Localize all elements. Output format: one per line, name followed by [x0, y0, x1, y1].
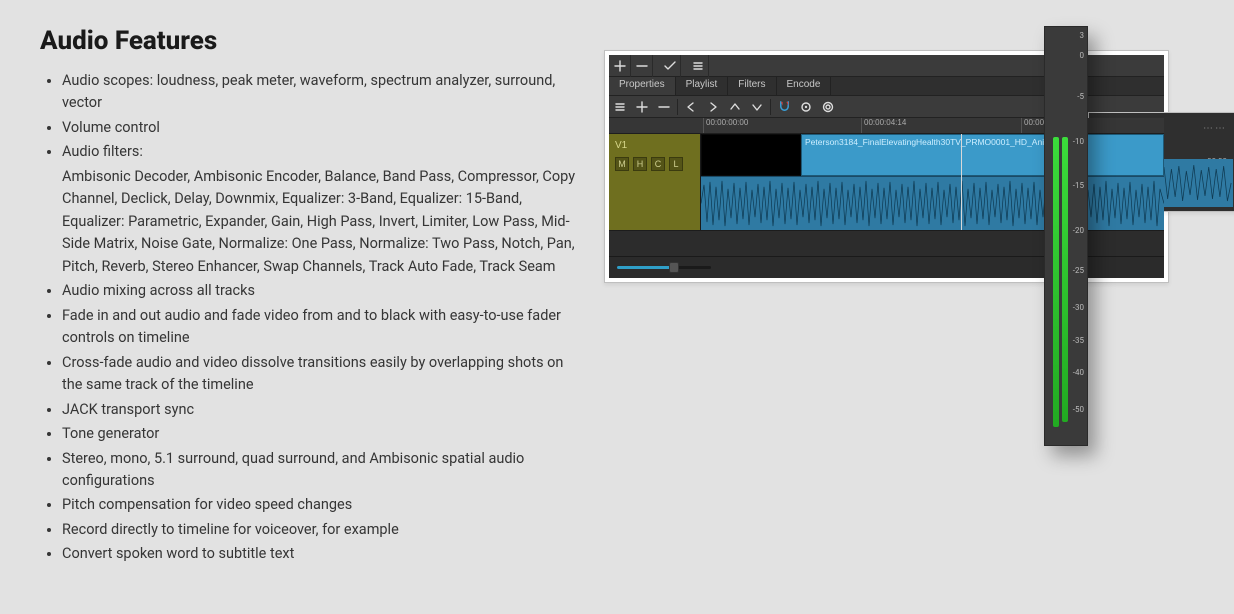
tab-filters[interactable]: Filters [728, 77, 776, 95]
clip-video-segment[interactable]: Peterson3184_FinalElevatingHealth30TV_PR… [801, 134, 1164, 176]
meter-scale-label: -40 [1073, 368, 1084, 377]
track-name: V1 [615, 140, 694, 151]
meter-scale-label: -5 [1077, 92, 1084, 101]
list-item: Pitch compensation for video speed chang… [62, 494, 580, 516]
menu-button[interactable] [687, 55, 709, 77]
timeline-clip[interactable]: Peterson3184_FinalElevatingHealth30TV_PR… [701, 134, 1164, 230]
list-item: Volume control [62, 117, 580, 139]
audio-level-meter: 3 0 -5 -10 -15 -20 -25 -30 -35 -40 -50 [1044, 26, 1088, 446]
track-lock-button[interactable]: L [669, 157, 683, 171]
tab-playlist[interactable]: Playlist [676, 77, 729, 95]
list-item: Fade in and out audio and fade video fro… [62, 305, 580, 350]
list-item: JACK transport sync [62, 399, 580, 421]
list-item: Audio scopes: loudness, peak meter, wave… [62, 70, 580, 115]
meter-bars [1053, 137, 1068, 437]
clip-audio-waveform[interactable] [701, 176, 1164, 230]
meter-scale-label: -10 [1073, 137, 1084, 146]
track-header[interactable]: V1 M H C L [609, 134, 701, 230]
meter-scale: 3 0 -5 -10 -15 -20 -25 -30 -35 -40 -50 [1070, 31, 1084, 437]
list-item-body: Ambisonic Decoder, Ambisonic Encoder, Ba… [62, 166, 580, 278]
ripple-button[interactable] [817, 96, 839, 118]
meter-scale-label: 0 [1080, 51, 1085, 60]
zoom-slider-fill [617, 266, 673, 269]
list-item: Audio mixing across all tracks [62, 280, 580, 302]
clip-black-segment[interactable] [701, 134, 801, 176]
toolbar-separator [677, 99, 678, 115]
zoom-slider[interactable] [617, 266, 711, 269]
feature-list: Audio scopes: loudness, peak meter, wave… [40, 70, 580, 566]
list-item-intro: Audio filters: [62, 143, 143, 160]
ruler-tick: 00:00:00:00 [703, 118, 748, 133]
delete-button[interactable] [653, 96, 675, 118]
meter-scale-label: -30 [1073, 303, 1084, 312]
toolbar-separator [770, 99, 771, 115]
remove-button[interactable] [631, 55, 653, 77]
zoom-slider-knob[interactable] [669, 262, 679, 273]
done-button[interactable] [659, 55, 681, 77]
add-button[interactable] [609, 55, 631, 77]
tab-properties[interactable]: Properties [609, 77, 676, 95]
meter-scale-label: -15 [1073, 181, 1084, 190]
section-heading: Audio Features [40, 26, 580, 56]
list-item: Record directly to timeline for voiceove… [62, 519, 580, 541]
list-item: Stereo, mono, 5.1 surround, quad surroun… [62, 448, 580, 493]
list-item: Tone generator [62, 423, 580, 445]
list-item: Audio filters: Ambisonic Decoder, Ambiso… [62, 141, 580, 278]
next-button[interactable] [702, 96, 724, 118]
track-mute-button[interactable]: M [615, 157, 629, 171]
track-body[interactable]: Peterson3184_FinalElevatingHealth30TV_PR… [701, 134, 1164, 230]
ruler-tick: 00:00:04:14 [861, 118, 906, 133]
timeline-menu-button[interactable] [609, 96, 631, 118]
track-composite-button[interactable]: C [651, 157, 665, 171]
meter-scale-label: -20 [1073, 226, 1084, 235]
prev-button[interactable] [680, 96, 702, 118]
meter-scale-label: -50 [1073, 405, 1084, 414]
ruler-head [609, 118, 701, 134]
meter-scale-label: -35 [1073, 336, 1084, 345]
lift-button[interactable] [724, 96, 746, 118]
scrub-button[interactable] [795, 96, 817, 118]
meter-scale-label: -25 [1073, 266, 1084, 275]
timeline-ruler[interactable]: 00:00:00:00 00:00:04:14 00:00:08:29 [701, 118, 1164, 134]
meter-bar-right [1062, 137, 1068, 422]
overwrite-button[interactable] [746, 96, 768, 118]
list-item: Convert spoken word to subtitle text [62, 543, 580, 565]
list-item: Cross-fade audio and video dissolve tran… [62, 352, 580, 397]
drag-handle-icon[interactable]: ⋯⋯ [1203, 123, 1227, 134]
meter-bar-left [1053, 137, 1059, 427]
track-hide-button[interactable]: H [633, 157, 647, 171]
snap-button[interactable] [773, 96, 795, 118]
playhead[interactable] [961, 134, 962, 230]
tab-encode[interactable]: Encode [777, 77, 832, 95]
insert-button[interactable] [631, 96, 653, 118]
meter-scale-label: 3 [1080, 31, 1085, 40]
